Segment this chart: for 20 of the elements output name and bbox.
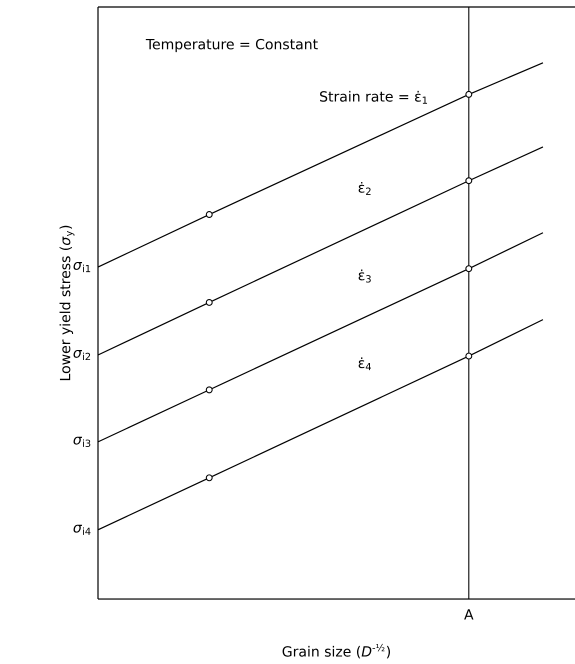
text: Temperature = Constant <box>146 38 318 52</box>
x-axis-title: Grain size (D$^{-½}$) <box>282 644 390 658</box>
text: σ$_{i3}$ <box>74 436 90 447</box>
text: σ$_{i4}$ <box>74 524 91 535</box>
point <box>465 177 472 184</box>
point <box>465 90 472 98</box>
point <box>206 386 213 394</box>
text: A <box>464 609 474 620</box>
point <box>465 352 472 360</box>
point <box>206 474 213 482</box>
point <box>206 298 213 306</box>
text: ε̇$_{3}$ <box>358 270 371 283</box>
text: ε̇$_{4}$ <box>358 357 371 370</box>
text: σ$_{i1}$ <box>74 262 90 272</box>
series-label: Strain rate = ε̇$_{1}$ <box>320 90 428 104</box>
y-axis-title: Lower yield stress (σ$_{y}$) <box>60 226 74 380</box>
point <box>465 265 472 272</box>
point <box>206 211 213 218</box>
text: ε̇$_{2}$ <box>358 182 371 195</box>
text: σ$_{i2}$ <box>74 350 90 360</box>
